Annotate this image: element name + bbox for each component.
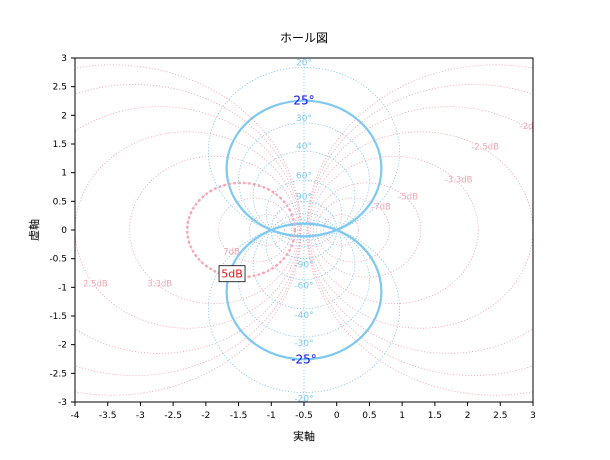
y-tick-label: -0.5 — [49, 255, 67, 265]
magnitude-label: -2.5dB — [471, 143, 499, 153]
contour-labels: -1.5dB -1.7dB -2dB -2.5dB -3.3dB -5dB -7dB 7dB 3… — [0, 58, 610, 405]
magnitude-contour — [75, 106, 301, 354]
y-tick-label: 1.5 — [53, 140, 67, 150]
x-tick-label: -1 — [267, 411, 276, 421]
x-tick-label: 1 — [399, 411, 405, 421]
magnitude-contour — [323, 214, 360, 246]
y-tick-label: 1 — [61, 169, 67, 179]
magnitude-contours — [75, 64, 533, 396]
phase-contour — [265, 179, 343, 247]
phase-label: -60° — [294, 282, 313, 292]
magnitude-label: 1.7dB — [0, 306, 11, 316]
y-tick-label: -1.5 — [49, 312, 67, 322]
x-axis: -4 -3.5 -3 -2.5 -2 -1.5 -1 -0.5 0 0.5 1 1.5 2 2.5 3 — [71, 402, 536, 421]
highlight-magnitude-label: 5dB — [221, 268, 243, 281]
phase-label: 60° — [296, 171, 312, 181]
highlight-phase-curve — [225, 99, 383, 238]
magnitude-label: -7dB — [371, 202, 391, 212]
y-tick-label: -3 — [58, 398, 67, 408]
chart-title: ホール図 — [280, 31, 328, 45]
magnitude-label: 2dB — [36, 294, 53, 304]
magnitude-label: 3.3dB — [147, 279, 172, 289]
magnitude-contour — [75, 84, 302, 376]
phase-label: 90° — [296, 192, 312, 202]
phase-label: -90° — [294, 261, 313, 271]
magnitude-label: -1.5dB — [590, 88, 610, 98]
magnitude-contour — [309, 155, 479, 305]
highlight-magnitude-curve — [186, 181, 297, 279]
magnitude-contour — [306, 64, 533, 396]
phase-label: -20° — [294, 395, 313, 405]
phase-label: -40° — [294, 311, 313, 321]
magnitude-contour — [218, 197, 292, 263]
x-tick-label: 0.5 — [362, 411, 376, 421]
magnitude-label: -5dB — [398, 193, 418, 203]
magnitude-contour — [306, 84, 533, 376]
x-tick-label: 2.5 — [493, 411, 507, 421]
magnitude-contour — [316, 197, 390, 263]
phase-contour — [238, 122, 370, 239]
magnitude-contour — [308, 131, 533, 329]
magnitude-label: -3.3dB — [445, 176, 473, 186]
x-tick-label: 1.5 — [428, 411, 442, 421]
y-tick-label: 0 — [61, 226, 67, 236]
magnitude-label: 2.5dB — [83, 279, 108, 289]
phase-contour — [252, 150, 356, 241]
phase-contours — [207, 58, 401, 402]
phase-contour — [252, 219, 356, 310]
magnitude-contour — [129, 155, 299, 305]
magnitude-contour — [312, 182, 422, 278]
y-tick-label: -2 — [58, 341, 67, 351]
highlight-phase-label: -25° — [291, 352, 317, 366]
y-tick-label: 2 — [61, 111, 67, 121]
magnitude-contour — [307, 106, 533, 354]
y-axis-label: 虚軸 — [27, 219, 41, 241]
x-tick-label: -3 — [136, 411, 145, 421]
plot-area: -1.5dB -1.7dB -2dB -2.5dB -3.3dB -5dB -7dB 7dB 3… — [0, 58, 610, 405]
highlight-phase-label: 25° — [293, 94, 314, 108]
x-axis-label: 実軸 — [293, 429, 315, 443]
magnitude-contour — [248, 214, 285, 246]
y-tick-label: 3 — [61, 54, 67, 64]
x-tick-label: -4 — [71, 411, 80, 421]
magnitude-label: 7dB — [223, 248, 240, 258]
x-tick-label: 2 — [465, 411, 471, 421]
phase-label: 40° — [296, 142, 312, 152]
x-tick-label: -1.5 — [230, 411, 248, 421]
magnitude-contour — [75, 131, 300, 329]
phase-label: 30° — [296, 114, 312, 124]
magnitude-label: -1.7dB — [555, 104, 583, 114]
y-tick-label: 0.5 — [53, 197, 67, 207]
x-tick-label: -2 — [201, 411, 210, 421]
phase-contour — [265, 213, 343, 281]
y-tick-label: 2.5 — [53, 83, 67, 93]
x-tick-label: -0.5 — [295, 411, 313, 421]
y-tick-label: -2.5 — [49, 369, 67, 379]
highlight-phase-curve — [225, 222, 383, 361]
magnitude-label: -2dB — [520, 122, 540, 132]
y-tick-label: -1 — [58, 283, 67, 293]
phase-label: 20° — [296, 58, 312, 68]
x-tick-label: 0 — [334, 411, 340, 421]
x-tick-label: -2.5 — [164, 411, 182, 421]
x-tick-label: 3 — [530, 411, 536, 421]
x-tick-label: -3.5 — [99, 411, 117, 421]
phase-label: -30° — [294, 339, 313, 349]
highlight-curves — [186, 99, 383, 361]
y-axis: -3 -2.5 -2 -1.5 -1 -0.5 0 0.5 1 1.5 2 2.5 3 — [49, 54, 75, 408]
highlight-magnitude-label-box — [218, 265, 246, 283]
